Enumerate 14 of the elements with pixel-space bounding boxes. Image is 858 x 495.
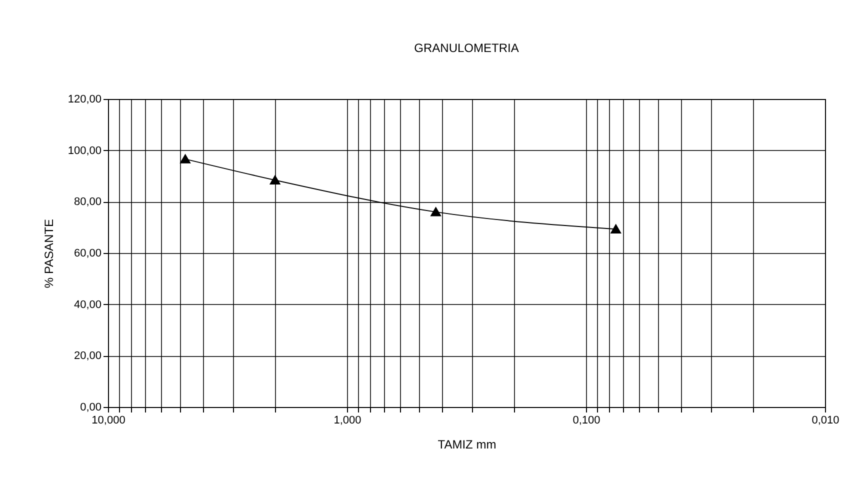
y-tick-label: 80,00 <box>74 196 102 208</box>
chart-title: GRANULOMETRIA <box>414 41 519 55</box>
y-axis-title: % PASANTE <box>42 218 56 288</box>
y-tick-label: 120,00 <box>68 94 102 106</box>
x-tick-label: 10,000 <box>92 414 126 426</box>
y-tick-label: 20,00 <box>74 350 102 362</box>
y-tick-label: 60,00 <box>74 248 102 260</box>
x-tick-label: 0,010 <box>812 414 840 426</box>
y-tick-label: 40,00 <box>74 298 102 311</box>
y-tick-label: 0,00 <box>80 402 102 414</box>
x-tick-label: 1,000 <box>334 414 362 426</box>
x-axis-title: TAMIZ mm <box>438 438 496 452</box>
y-tick-label: 100,00 <box>68 144 102 157</box>
x-tick-label: 0,100 <box>572 414 600 426</box>
